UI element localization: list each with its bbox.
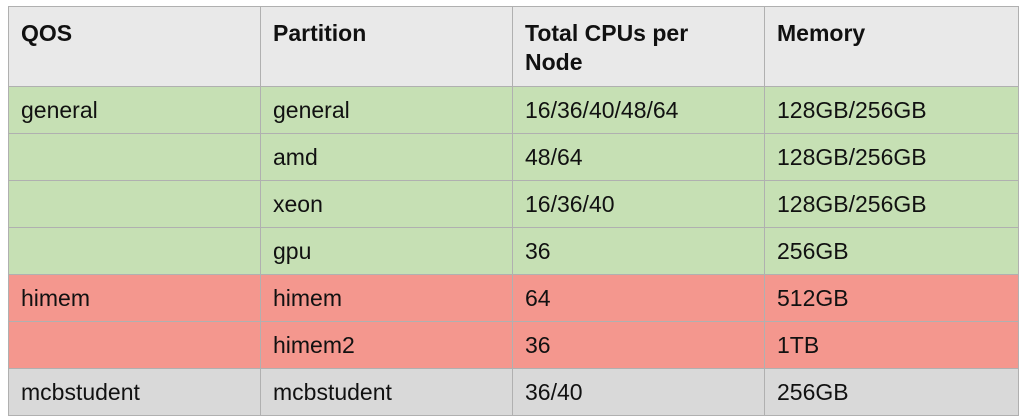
qos-partition-table: QOS Partition Total CPUs per Node Memory… <box>8 6 1019 416</box>
header-qos: QOS <box>8 6 261 87</box>
cell-qos <box>8 180 261 228</box>
cell-qos: mcbstudent <box>8 368 261 416</box>
cell-cpus: 16/36/40/48/64 <box>512 86 765 134</box>
table-row: xeon 16/36/40 128GB/256GB <box>8 180 1019 228</box>
cell-partition: himem2 <box>260 321 513 369</box>
table-header-row: QOS Partition Total CPUs per Node Memory <box>8 6 1019 87</box>
cell-memory: 256GB <box>764 227 1019 275</box>
cell-qos <box>8 321 261 369</box>
table-row: himem himem 64 512GB <box>8 274 1019 322</box>
cell-qos: himem <box>8 274 261 322</box>
cell-cpus: 48/64 <box>512 133 765 181</box>
table-row: gpu 36 256GB <box>8 227 1019 275</box>
cell-cpus: 36 <box>512 321 765 369</box>
cell-qos <box>8 227 261 275</box>
cell-partition: general <box>260 86 513 134</box>
table-row: general general 16/36/40/48/64 128GB/256… <box>8 86 1019 134</box>
table-row: mcbstudent mcbstudent 36/40 256GB <box>8 368 1019 416</box>
table-row: himem2 36 1TB <box>8 321 1019 369</box>
cell-partition: mcbstudent <box>260 368 513 416</box>
cell-partition: himem <box>260 274 513 322</box>
cell-partition: gpu <box>260 227 513 275</box>
cell-memory: 256GB <box>764 368 1019 416</box>
cell-memory: 1TB <box>764 321 1019 369</box>
cell-qos <box>8 133 261 181</box>
cell-memory: 512GB <box>764 274 1019 322</box>
cell-qos: general <box>8 86 261 134</box>
cell-cpus: 64 <box>512 274 765 322</box>
cell-memory: 128GB/256GB <box>764 86 1019 134</box>
cell-cpus: 36/40 <box>512 368 765 416</box>
cell-partition: xeon <box>260 180 513 228</box>
header-total-cpus-per-node: Total CPUs per Node <box>512 6 765 87</box>
qos-table-container: QOS Partition Total CPUs per Node Memory… <box>8 6 1019 416</box>
cell-memory: 128GB/256GB <box>764 180 1019 228</box>
header-memory: Memory <box>764 6 1019 87</box>
cell-memory: 128GB/256GB <box>764 133 1019 181</box>
table-row: amd 48/64 128GB/256GB <box>8 133 1019 181</box>
cell-cpus: 16/36/40 <box>512 180 765 228</box>
cell-cpus: 36 <box>512 227 765 275</box>
cell-partition: amd <box>260 133 513 181</box>
header-partition: Partition <box>260 6 513 87</box>
